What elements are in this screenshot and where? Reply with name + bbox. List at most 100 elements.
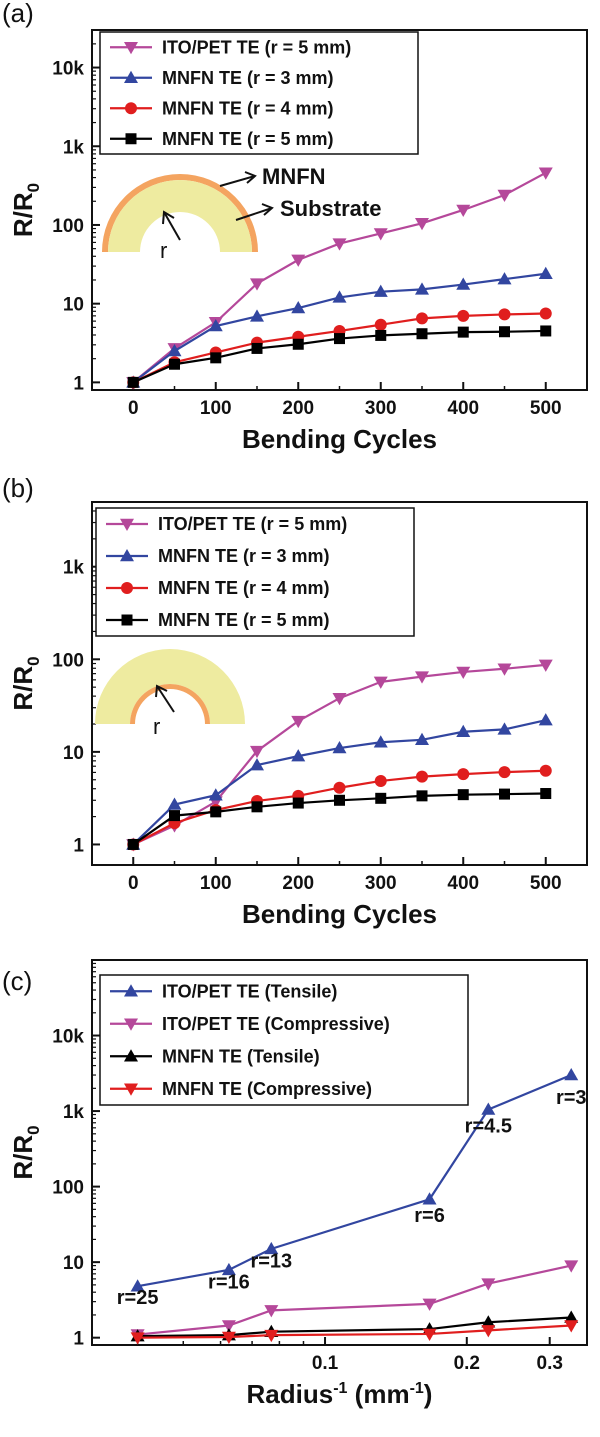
radius-arrow — [163, 211, 181, 241]
radius-annotation: r=13 — [250, 1250, 292, 1272]
series-line — [132, 312, 546, 384]
legend-marker — [124, 1049, 138, 1062]
data-point — [497, 722, 512, 735]
y-tick-label: 100 — [52, 650, 84, 671]
data-point — [332, 741, 347, 754]
substrate-layer — [95, 649, 245, 724]
data-point — [334, 794, 345, 806]
substrate-arrow — [235, 207, 273, 221]
data-point — [374, 774, 387, 787]
legend-marker — [124, 42, 138, 55]
legend-entry: MNFN TE (r = 4 mm) — [158, 578, 330, 598]
y-tick-label: 10k — [52, 1027, 84, 1048]
x-tick-label: 100 — [200, 398, 232, 419]
data-point — [540, 325, 552, 337]
y-tick-label: 10k — [52, 59, 84, 80]
y-tick-label: 10 — [63, 743, 84, 764]
legend-entry: MNFN TE (Tensile) — [162, 1046, 320, 1066]
data-point — [564, 1068, 579, 1081]
data-point — [334, 333, 345, 345]
series-line — [137, 1316, 572, 1338]
panel-label: (b) — [2, 473, 34, 503]
data-point — [499, 326, 510, 338]
legend-box — [95, 507, 415, 637]
substrate-layer — [108, 180, 252, 252]
data-point — [415, 218, 429, 231]
data-point — [291, 749, 306, 762]
x-tick-label: 500 — [530, 398, 562, 419]
data-point — [538, 167, 553, 180]
radius-annotation: r=16 — [208, 1271, 250, 1293]
chart-panel-2: (b) 0 100 200 300 400 500 1 10 100 1k Bending Cycle… — [2, 473, 588, 929]
data-point — [539, 307, 552, 320]
radius-annotation: r=25 — [117, 1287, 159, 1309]
data-point — [264, 1329, 279, 1343]
data-point — [456, 277, 471, 290]
y-tick-label: 10 — [63, 295, 84, 316]
data-point — [210, 806, 222, 818]
x-tick-label: 100 — [200, 873, 232, 894]
legend-entry: ITO/PET TE (r = 5 mm) — [158, 514, 347, 534]
x-tick-label: 0.3 — [537, 1353, 563, 1374]
chart-panel-3: (c) 0.1 0.2 0.3 1 10 100 1k 10k Radius-1 (mm-1) R/… — [2, 959, 588, 1409]
data-point — [264, 1305, 279, 1318]
data-point — [373, 735, 388, 748]
arrow-head — [162, 210, 175, 225]
data-point — [221, 1262, 236, 1276]
legend-marker — [121, 582, 133, 594]
legend-marker — [120, 549, 134, 562]
data-point — [564, 1260, 579, 1273]
y-axis-title: R/R0 — [8, 183, 43, 237]
data-point — [332, 238, 347, 251]
data-point — [373, 676, 388, 689]
data-point — [497, 663, 512, 676]
data-point — [540, 788, 552, 800]
data-point — [264, 1241, 279, 1255]
data-point — [539, 764, 552, 777]
data-point — [127, 838, 139, 850]
data-point — [456, 666, 471, 679]
data-point — [456, 724, 471, 737]
data-point — [221, 1331, 236, 1345]
legend-entry: MNFN TE (r = 3 mm) — [158, 546, 330, 566]
data-point — [208, 788, 223, 801]
radius-annotation: r=3 — [556, 1087, 587, 1109]
x-axis-title: Bending Cycles — [242, 899, 437, 929]
x-axis-title: Radius-1 (mm-1) — [247, 1379, 433, 1409]
data-point — [373, 228, 388, 241]
legend-entry: MNFN TE (r = 5 mm) — [162, 129, 334, 149]
y-tick-label: 1k — [63, 1102, 85, 1123]
data-point — [167, 344, 182, 357]
data-point — [415, 671, 429, 684]
data-point — [538, 713, 553, 726]
inset-label-mnfn: MNFN — [262, 164, 326, 189]
legend-entry: ITO/PET TE (Tensile) — [162, 981, 337, 1001]
data-point — [250, 309, 264, 322]
y-axis-title: R/R0 — [8, 656, 43, 710]
x-tick-label: 400 — [447, 398, 479, 419]
data-point — [564, 1320, 579, 1333]
x-tick-label: 200 — [282, 873, 314, 894]
data-point — [374, 318, 387, 331]
y-tick-label: 10 — [63, 1253, 84, 1274]
data-point — [416, 312, 428, 325]
data-point — [292, 797, 304, 809]
legend-marker — [124, 984, 138, 997]
data-point — [499, 788, 510, 800]
inset-label-substrate: Substrate — [280, 196, 381, 221]
x-axis-title: Bending Cycles — [242, 424, 437, 454]
data-point — [481, 1278, 496, 1291]
arrow-head — [244, 171, 257, 184]
data-point — [375, 329, 387, 341]
data-point — [416, 328, 428, 340]
mnfn-layer — [130, 684, 210, 724]
data-point — [456, 204, 471, 217]
data-point — [332, 290, 347, 303]
data-point — [416, 790, 428, 802]
legend-entry: ITO/PET TE (Compressive) — [162, 1014, 390, 1034]
legend-entry: MNFN TE (r = 4 mm) — [162, 98, 334, 118]
data-point — [564, 1310, 579, 1323]
data-point — [415, 282, 429, 295]
y-tick-label: 1 — [73, 1329, 84, 1350]
